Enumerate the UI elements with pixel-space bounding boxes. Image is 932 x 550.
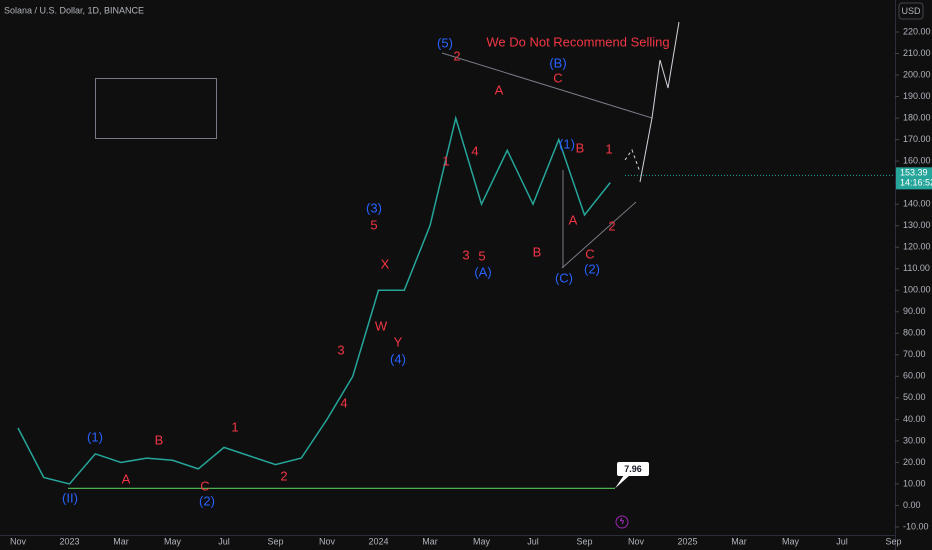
callout-box	[617, 462, 649, 476]
wave-label: 3	[337, 342, 344, 357]
last-price-box	[896, 167, 932, 190]
wave-label: 2	[608, 218, 615, 233]
y-tick-label: 170.00	[903, 134, 931, 144]
wave-label: (5)	[437, 35, 453, 50]
wave-label: C	[553, 70, 562, 85]
currency[interactable]: USD	[901, 6, 921, 16]
projection	[639, 21, 680, 183]
wave-label: 1	[605, 141, 612, 156]
y-tick-label: 220.00	[903, 26, 931, 36]
y-tick-label: 30.00	[903, 435, 926, 445]
chart-title: Solana / U.S. Dollar, 1D, BINANCE	[4, 5, 144, 15]
y-tick-label: 120.00	[903, 242, 931, 252]
y-tick-label: 80.00	[903, 328, 926, 338]
currency-box[interactable]	[898, 2, 924, 20]
wave-label: (2)	[199, 493, 215, 508]
wave-label: C	[585, 246, 594, 261]
wave-label: A	[495, 82, 504, 97]
wave-label: W	[375, 318, 388, 333]
wave-label: (A)	[474, 264, 491, 279]
wave-label: A	[122, 471, 131, 486]
callout-pointer	[615, 475, 630, 489]
wave-label: (3)	[366, 200, 382, 215]
y-tick-label: 90.00	[903, 306, 926, 316]
wave-label: X	[381, 256, 390, 271]
x-tick-label: 2023	[59, 536, 79, 546]
y-tick-label: 210.00	[903, 48, 931, 58]
x-tick-label: Sep	[267, 536, 283, 546]
y-tick-label: -10.00	[903, 521, 929, 531]
y-tick-label: 10.00	[903, 478, 926, 488]
x-tick-label: Sep	[576, 536, 592, 546]
wave-label: Y	[394, 334, 403, 349]
x-tick-label: May	[473, 536, 491, 546]
countdown: 14:16:52	[900, 178, 932, 188]
x-tick-label: Mar	[113, 536, 129, 546]
y-tick-label: 0.00	[903, 500, 921, 510]
event-icon-glyph[interactable]: ϟ	[620, 517, 625, 526]
y-tick-label: 40.00	[903, 414, 926, 424]
x-tick-label: Jul	[527, 536, 539, 546]
x-tick-label: Mar	[731, 536, 747, 546]
x-tick-label: Mar	[422, 536, 438, 546]
wave-label: 4	[340, 395, 347, 410]
y-tick-label: 160.00	[903, 156, 931, 166]
wave-label: 2	[280, 468, 287, 483]
x-tick-label: Sep	[885, 536, 901, 546]
wave-label: 4	[471, 143, 478, 158]
wave-label: B	[155, 432, 164, 447]
x-tick-label: May	[164, 536, 182, 546]
y-tick-label: 180.00	[903, 112, 931, 122]
y-tick-label: 110.00	[903, 263, 930, 273]
wave-label: (C)	[555, 270, 573, 285]
price-line	[17, 115, 611, 485]
x-tick-label: Nov	[319, 536, 336, 546]
wave-label: 2	[453, 48, 460, 63]
wave-label: C	[200, 478, 209, 493]
plot: 220.00210.00200.00190.00180.00170.00160.…	[10, 26, 932, 546]
y-tick-label: 140.00	[903, 199, 931, 209]
x-tick-label: Nov	[628, 536, 645, 546]
wave-label: (4)	[390, 351, 406, 366]
x-tick-label: Nov	[10, 536, 27, 546]
trendline	[561, 201, 637, 269]
x-tick-label: Jul	[836, 536, 848, 546]
wave-label: 1	[442, 153, 449, 168]
y-tick-label: 60.00	[903, 371, 926, 381]
x-tick-label: Jul	[218, 536, 230, 546]
x-tick-label: 2024	[368, 536, 388, 546]
y-tick-label: 70.00	[903, 349, 926, 359]
y-tick-label: 130.00	[903, 220, 931, 230]
support-label: 7.96	[624, 464, 642, 474]
wave-label: (1)	[559, 136, 575, 151]
x-tick-label: 2025	[677, 536, 697, 546]
y-tick-label: 50.00	[903, 392, 926, 402]
y-tick-label: 100.00	[903, 285, 931, 295]
wave-label: 5	[478, 248, 485, 263]
wave-label: We Do Not Recommend Selling	[486, 34, 669, 49]
wave-label: B	[576, 140, 585, 155]
wave-label: 3	[462, 247, 469, 262]
y-tick-label: 190.00	[903, 91, 931, 101]
y-tick-label: 20.00	[903, 457, 926, 467]
wave-label: 5	[370, 217, 377, 232]
wave-label: B	[533, 244, 542, 259]
wave-label: A	[569, 212, 578, 227]
empty-box	[95, 78, 217, 139]
last-price-label: 153.39	[900, 168, 928, 178]
wave-label: 1	[231, 419, 238, 434]
wave-label: (1)	[87, 429, 103, 444]
wave-label: (2)	[584, 261, 600, 276]
y-tick-label: 200.00	[903, 69, 931, 79]
trendline	[441, 52, 653, 119]
projection	[624, 148, 641, 173]
wave-label: (B)	[549, 55, 566, 70]
x-tick-label: May	[782, 536, 800, 546]
wave-label: (II)	[62, 490, 78, 505]
event-icon[interactable]	[615, 515, 629, 529]
